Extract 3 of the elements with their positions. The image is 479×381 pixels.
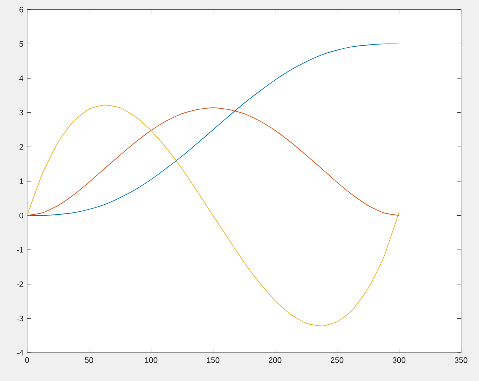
line-series <box>27 104 400 327</box>
line-series <box>27 44 400 216</box>
line-series <box>27 108 400 216</box>
